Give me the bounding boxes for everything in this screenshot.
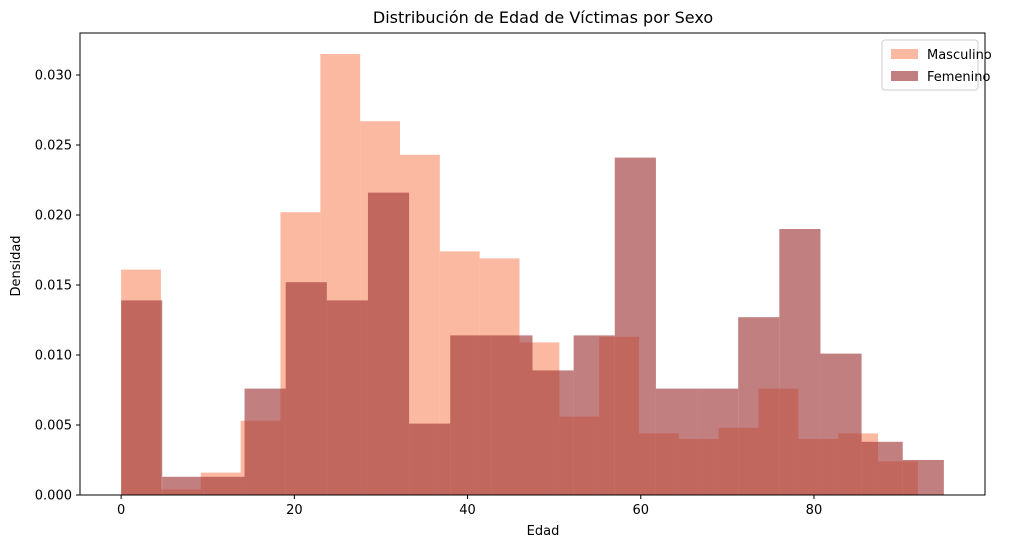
- bar-1-3: [244, 388, 286, 495]
- bar-1-11: [573, 335, 615, 495]
- x-tick-label-3: 60: [632, 503, 649, 518]
- legend: Masculino Femenino: [881, 39, 992, 91]
- x-tick-label-1: 20: [286, 503, 303, 518]
- y-tick-label-3: 0.015: [35, 279, 72, 294]
- series-1: [121, 157, 944, 495]
- legend-swatch-0: [891, 49, 918, 59]
- bar-1-12: [614, 157, 656, 495]
- bar-1-1: [162, 476, 204, 495]
- y-axis-ticks: 0.000 0.005 0.010 0.015 0.020 0.025 0.030: [35, 69, 80, 504]
- plot-frame: [79, 32, 986, 496]
- bar-1-13: [655, 388, 698, 495]
- x-tick-label-4: 80: [806, 503, 823, 518]
- bar-1-9: [491, 335, 533, 495]
- y-tick-label-5: 0.025: [35, 139, 72, 154]
- bar-1-6: [367, 192, 410, 495]
- bar-1-10: [532, 370, 574, 495]
- y-tick-label-4: 0.020: [35, 209, 72, 224]
- y-tick-label-2: 0.010: [35, 349, 72, 364]
- legend-label-0: Masculino: [927, 48, 992, 63]
- bar-1-2: [203, 476, 245, 495]
- chart-title: Distribución de Edad de Víctimas por Sex…: [373, 8, 713, 27]
- bar-1-16: [779, 229, 821, 495]
- y-tick-label-0: 0.000: [35, 489, 72, 504]
- bar-1-7: [409, 423, 451, 495]
- y-axis-label: Densidad: [9, 235, 24, 296]
- bar-1-14: [697, 388, 739, 495]
- x-tick-label-0: 0: [117, 503, 125, 518]
- bars-layer: [121, 54, 944, 496]
- y-tick-label-6: 0.030: [35, 69, 72, 84]
- y-tick-label-1: 0.005: [35, 419, 72, 434]
- bar-1-5: [326, 300, 368, 495]
- x-tick-label-2: 40: [459, 503, 476, 518]
- x-axis-label: Edad: [527, 524, 560, 539]
- legend-swatch-1: [891, 71, 918, 81]
- bar-1-18: [861, 441, 903, 495]
- bar-1-17: [820, 353, 862, 495]
- bar-1-8: [450, 335, 492, 495]
- bar-1-0: [121, 300, 163, 495]
- bar-1-4: [285, 282, 327, 495]
- legend-label-1: Femenino: [927, 70, 991, 85]
- bar-1-15: [738, 317, 780, 495]
- x-axis-ticks: 0 20 40 60 80: [117, 495, 822, 518]
- bar-1-19: [902, 460, 944, 495]
